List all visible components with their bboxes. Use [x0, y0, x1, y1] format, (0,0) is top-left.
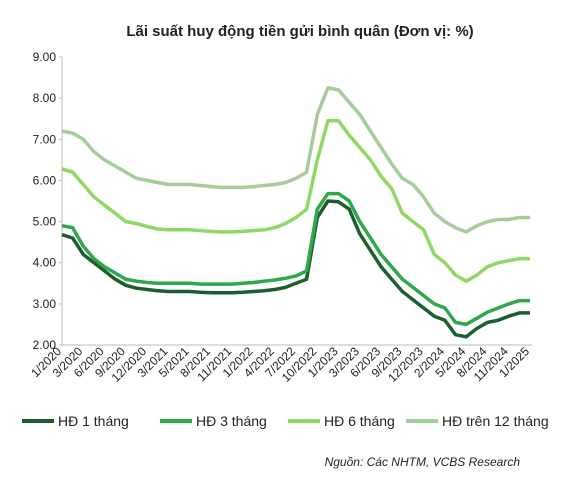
- series-line: [61, 86, 530, 234]
- legend-label: HĐ trên 12 tháng: [442, 413, 549, 429]
- y-tick-label: 9.00: [33, 50, 57, 64]
- y-tick-label: 3.00: [33, 297, 57, 311]
- y-tick-label: 5.00: [33, 215, 57, 229]
- series-line: [61, 191, 530, 327]
- y-tick-label: 2.00: [33, 338, 57, 352]
- y-tick-label: 7.00: [33, 132, 57, 146]
- y-tick-label: 6.00: [33, 173, 57, 187]
- y-tick-label: 8.00: [33, 91, 57, 105]
- source-note: Nguồn: Các NHTM, VCBS Research: [325, 455, 521, 469]
- legend-label: HĐ 1 tháng: [58, 413, 129, 429]
- legend-label: HĐ 6 tháng: [324, 413, 395, 429]
- series-line: [61, 199, 530, 339]
- chart-title: Lãi suất huy động tiền gửi bình quân (Đơ…: [126, 23, 473, 40]
- legend-label: HĐ 3 tháng: [196, 413, 267, 429]
- series-line: [61, 119, 530, 283]
- y-tick-label: 4.00: [33, 256, 57, 270]
